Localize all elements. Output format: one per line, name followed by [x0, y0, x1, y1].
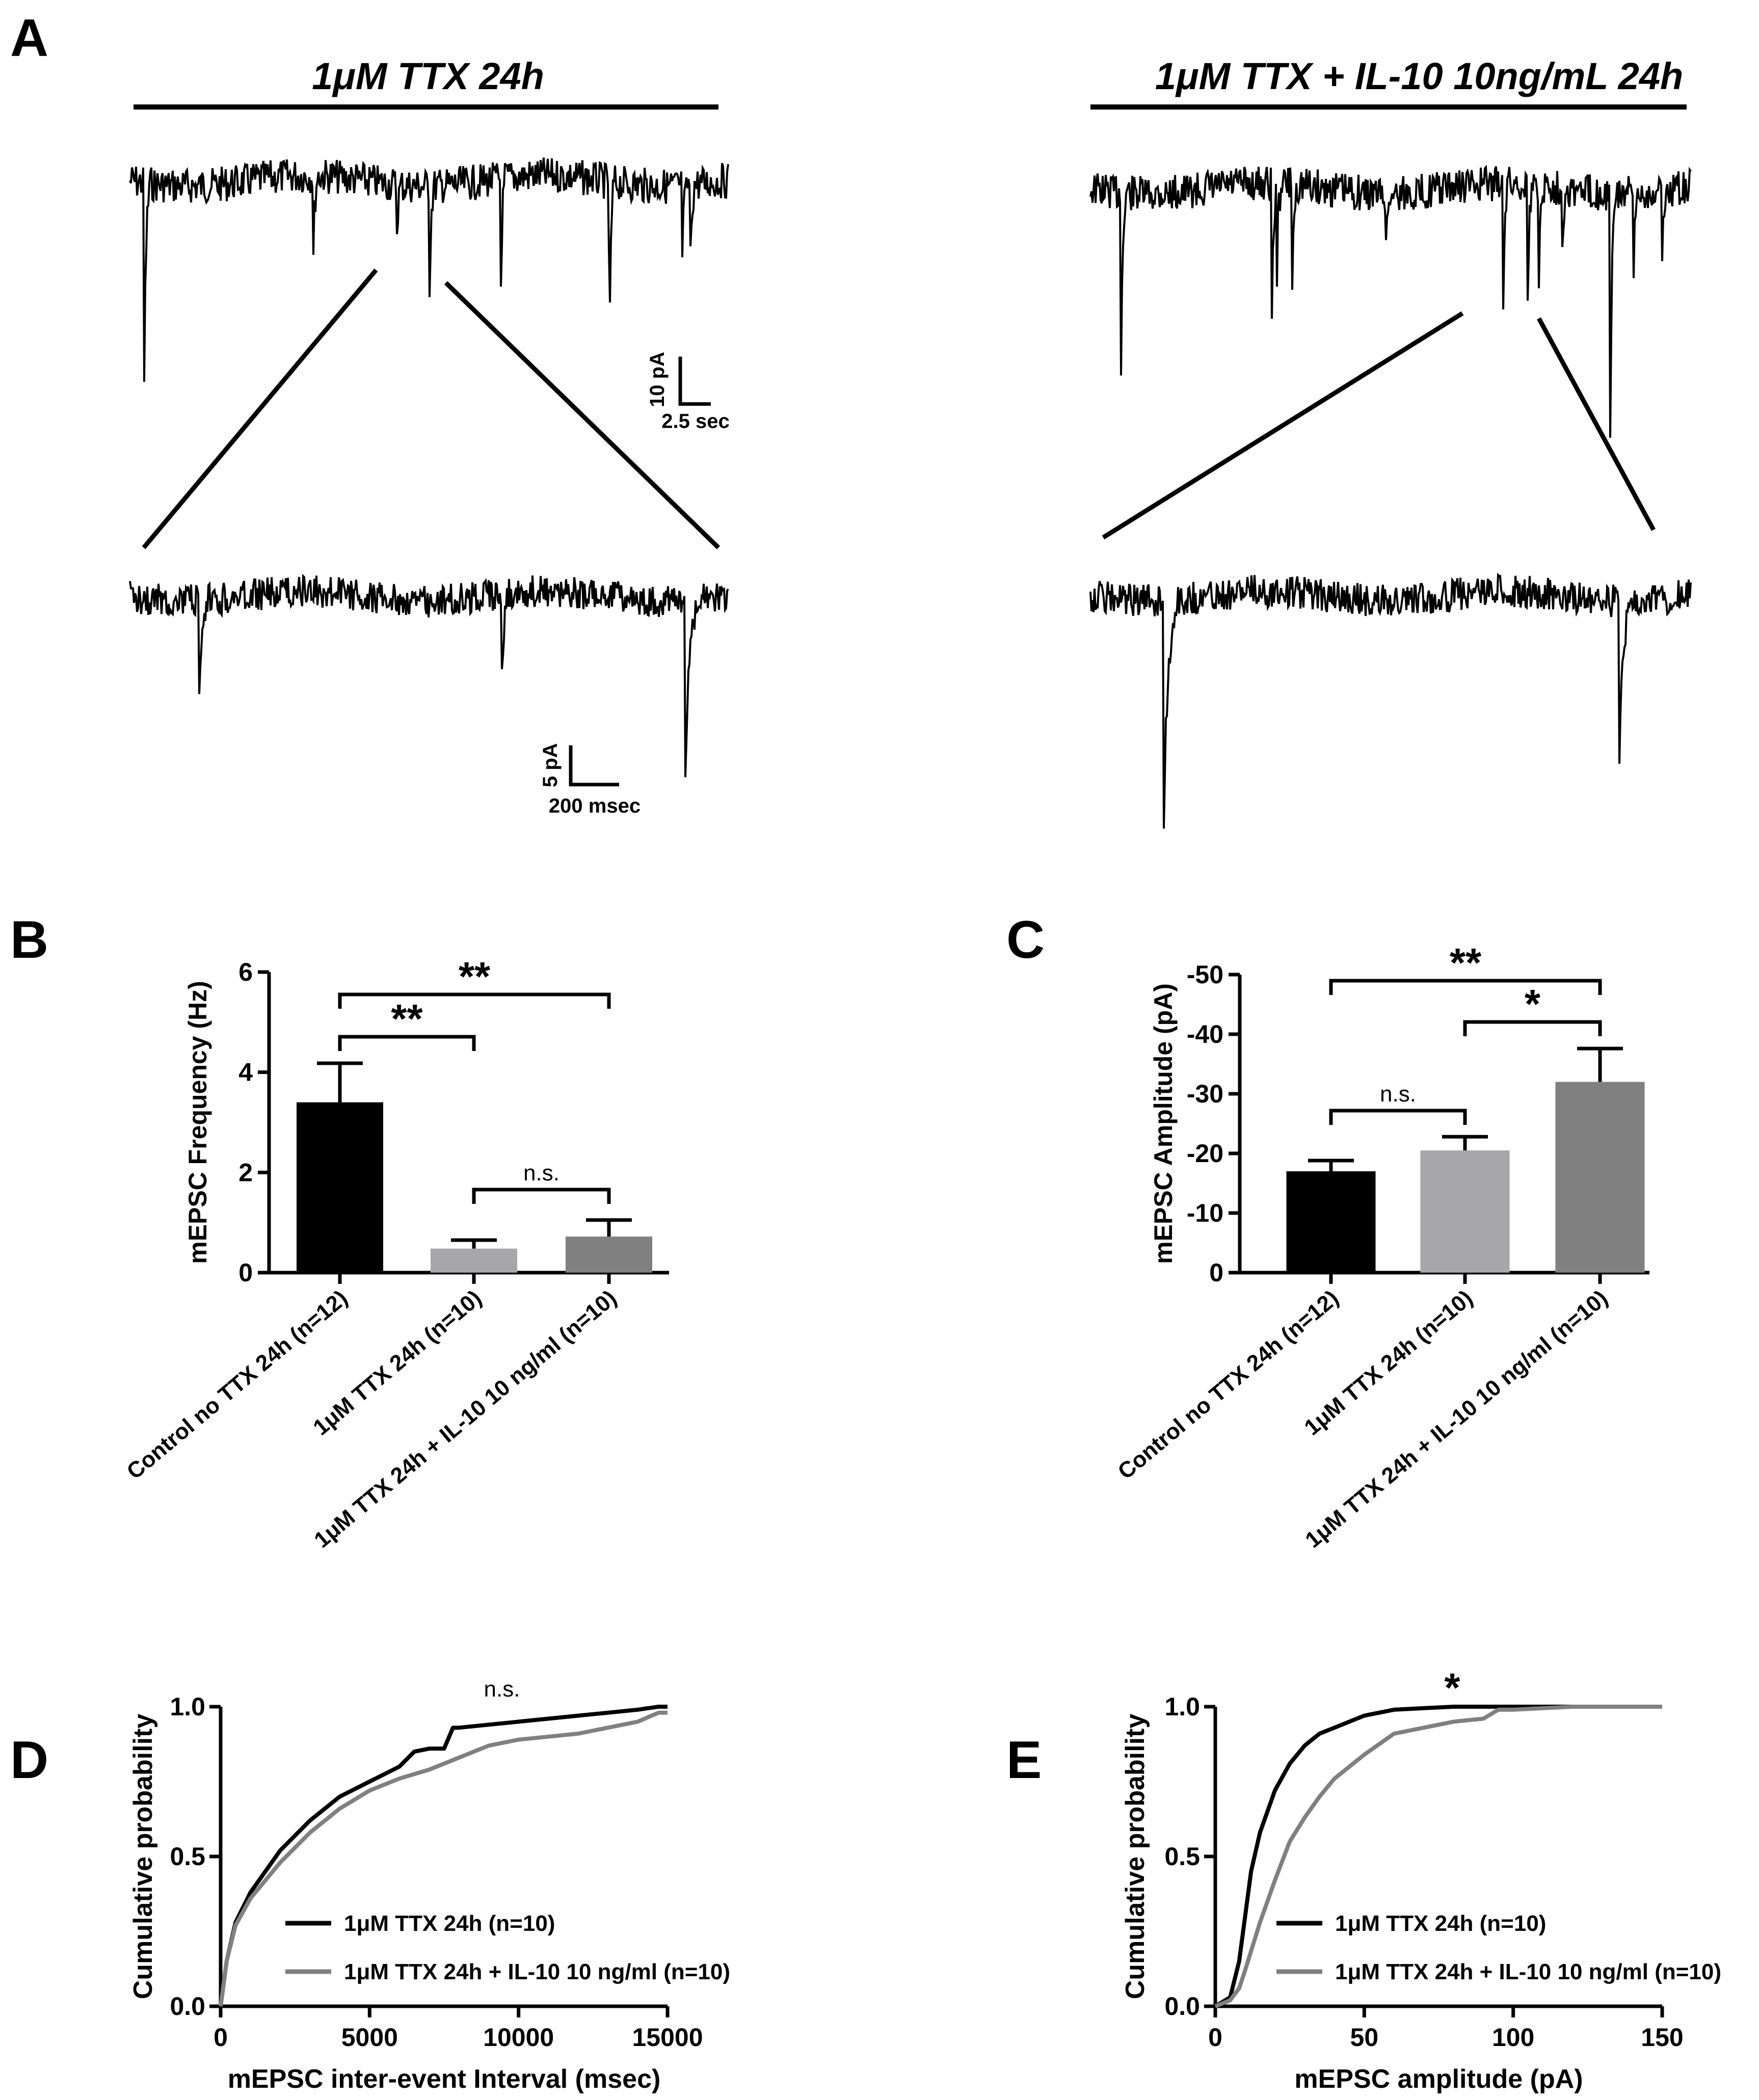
- bar-3: [566, 1236, 652, 1273]
- y-tick-label: 1.0: [170, 1692, 205, 1721]
- legend-label-1: 1μM TTX 24h (n=10): [344, 1911, 555, 1936]
- significance-label-2: *: [1525, 981, 1541, 1027]
- y-tick-label: 0.0: [170, 1992, 205, 2021]
- bar-3: [1555, 1082, 1645, 1273]
- y-tick-label: -50: [1187, 960, 1223, 989]
- y-tick-label: 4: [238, 1058, 253, 1087]
- y-tick-label: 0.5: [1164, 1842, 1200, 1871]
- y-axis-label: mEPSC Frequency (Hz): [183, 981, 212, 1264]
- y-tick-label: 0.0: [1164, 1992, 1200, 2021]
- legend-label-2: 1μM TTX 24h + IL-10 10 ng/ml (n=10): [344, 1959, 730, 1984]
- bar-2: [431, 1248, 517, 1273]
- legend-label-1: 1μM TTX 24h (n=10): [1335, 1911, 1546, 1936]
- left-trace-title: 1μM TTX 24h: [312, 55, 544, 97]
- y-tick-label: -20: [1187, 1139, 1223, 1168]
- x-axis-label: mEPSC amplitude (pA): [1294, 2064, 1583, 2094]
- scale-top-x-label: 2.5 sec: [661, 410, 729, 433]
- significance-label-3: n.s.: [1380, 1082, 1416, 1107]
- significance-label-1: **: [1450, 940, 1482, 985]
- panel-label-d: D: [10, 1731, 48, 1790]
- series-line-1: [1214, 1705, 1662, 2008]
- trace-right-long: [1089, 165, 1692, 438]
- y-axis-label: mEPSC Amplitude (pA): [1149, 983, 1178, 1264]
- significance-bracket-3: [1329, 1109, 1467, 1125]
- y-tick-label: 2: [238, 1158, 253, 1187]
- x-tick-label: Control no TTX 24h (n=12): [1113, 1285, 1344, 1484]
- y-tick-label: 1.0: [1164, 1692, 1200, 1721]
- significance-bracket-3: [472, 1188, 611, 1204]
- panel-a: A 1μM TTX 24h 1μM TTX + IL-10 10ng/mL 24…: [10, 9, 1692, 829]
- significance-annotation: n.s.: [484, 1677, 520, 1702]
- significance-bracket-2: [338, 1035, 476, 1051]
- trace-left-long: [129, 157, 729, 382]
- y-tick-label: 0.5: [170, 1842, 205, 1871]
- panel-label-e: E: [1006, 1731, 1042, 1790]
- zoom-line-left-a: [142, 268, 378, 549]
- y-tick-label: 6: [238, 958, 253, 986]
- significance-label-1: **: [459, 954, 491, 999]
- y-tick-label: -10: [1187, 1199, 1223, 1227]
- panel-label-c: C: [1006, 910, 1045, 970]
- panel-label-b: B: [10, 910, 48, 970]
- significance-bracket-1: [1329, 979, 1602, 995]
- bar-1: [1286, 1171, 1376, 1273]
- y-tick-label: 0: [1209, 1258, 1223, 1287]
- panel-b: B 0 2 4 6 mEPSC Frequency (Hz) Control no TTX …: [10, 910, 669, 1553]
- scale-bottom-x-label: 200 msec: [549, 795, 641, 817]
- x-axis-label: mEPSC inter-event Interval (msec): [228, 2064, 661, 2094]
- x-tick-label: 5000: [341, 2023, 398, 2052]
- x-tick-label: 50: [1350, 2023, 1379, 2052]
- legend-label-2: 1μM TTX 24h + IL-10 10 ng/ml (n=10): [1335, 1959, 1721, 1984]
- y-tick-label: -30: [1187, 1080, 1223, 1108]
- panel-c: C 0 -10 -20 -30 -40 -50 mEPSC Amplitude (pA) Con…: [1006, 910, 1649, 1553]
- x-tick-label: 1μM TTX 24h + IL-10 10 ng/ml (n=10): [1300, 1285, 1612, 1553]
- trace-left-zoom: [129, 574, 729, 777]
- panel-e: E 0.0 0.5 1.0 0 50 100 150 mEPSC amplitude (pA) C…: [1006, 1665, 1721, 2094]
- scale-bar-bottom: 5 pA 200 msec: [539, 743, 641, 817]
- x-tick-label: Control no TTX 24h (n=12): [122, 1285, 353, 1484]
- zoom-line-right-a: [1102, 311, 1464, 540]
- scale-bottom-y-label: 5 pA: [539, 743, 562, 788]
- right-trace-title: 1μM TTX + IL-10 10ng/mL 24h: [1155, 55, 1683, 97]
- series-line-2: [219, 1710, 668, 2007]
- trace-right-zoom: [1089, 572, 1692, 829]
- x-tick-label: 0: [214, 2023, 228, 2052]
- scale-top-y-label: 10 pA: [646, 352, 669, 408]
- significance-bracket-2: [1463, 1020, 1602, 1036]
- y-axis-label: Cumulative probability: [128, 1714, 158, 2000]
- x-tick-label: 10000: [483, 2023, 554, 2052]
- x-tick-label: 1μM TTX 24h + IL-10 10 ng/ml (n=10): [309, 1285, 621, 1553]
- y-tick-label: 0: [238, 1258, 253, 1287]
- panel-d: D 0.0 0.5 1.0 0 5000 10000 15000 mEPSC inter-eve…: [10, 1677, 730, 2094]
- significance-annotation: *: [1444, 1665, 1460, 1710]
- significance-label-2: **: [391, 996, 423, 1041]
- x-tick-label: 100: [1492, 2023, 1534, 2052]
- x-tick-label: 0: [1208, 2023, 1222, 2052]
- significance-bracket-1: [338, 992, 611, 1009]
- bar-2: [1420, 1150, 1510, 1273]
- zoom-line-left-b: [444, 281, 721, 550]
- y-axis-label: Cumulative probability: [1121, 1714, 1150, 2000]
- series-line-1: [219, 1705, 668, 2007]
- bar-1: [297, 1102, 383, 1273]
- panel-label-a: A: [10, 9, 48, 68]
- scale-bar-top: 10 pA 2.5 sec: [646, 352, 730, 433]
- zoom-line-right-b: [1537, 317, 1656, 531]
- x-tick-label: 15000: [632, 2023, 703, 2052]
- significance-label-3: n.s.: [523, 1161, 559, 1186]
- y-tick-label: -40: [1187, 1020, 1223, 1048]
- x-tick-label: 150: [1641, 2023, 1683, 2052]
- series-line-2: [1214, 1705, 1662, 2008]
